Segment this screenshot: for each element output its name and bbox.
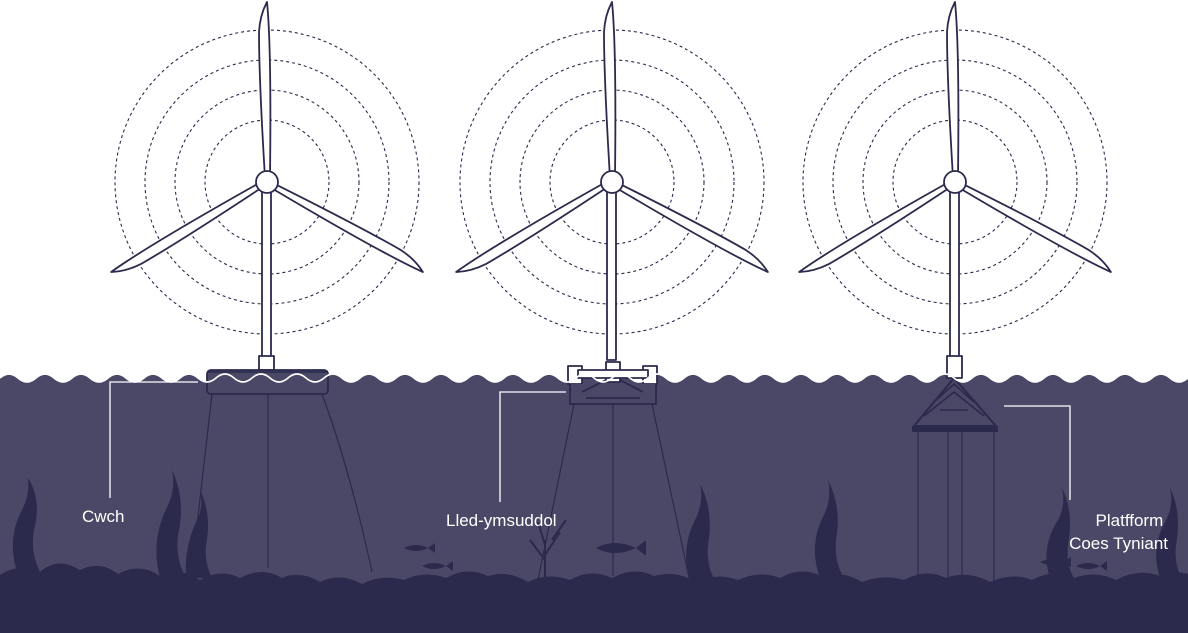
- label-spar: Cwch: [82, 507, 125, 526]
- turbine-towers: [258, 189, 963, 379]
- wave-line: [0, 373, 1188, 383]
- label-tension-leg-line-1: Platfform: [1096, 511, 1164, 530]
- label-tension-leg-line-2: Coes Tyniant: [1069, 534, 1168, 553]
- spar-platform: [192, 369, 373, 573]
- label-semi-submersible: Lled-ymsuddol: [446, 511, 557, 530]
- tension-leg-platform: [911, 376, 999, 585]
- label-tension-leg: Platfform Coes Tyniant: [1069, 511, 1168, 553]
- sea-water: [0, 374, 1188, 633]
- turbine-rotors: [108, 1, 1116, 280]
- label-leaders: [109, 381, 1071, 502]
- seabed: [0, 470, 1188, 633]
